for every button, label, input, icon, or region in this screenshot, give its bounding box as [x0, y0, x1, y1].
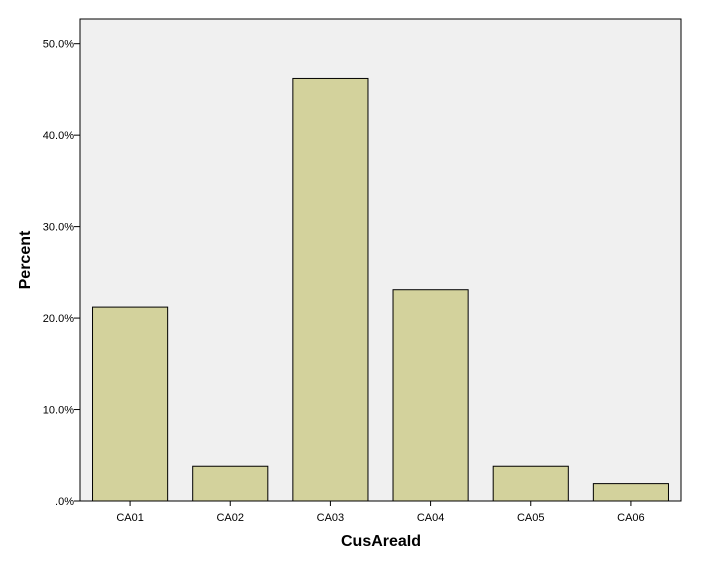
bar-ca04	[392, 289, 469, 502]
bar-ca03	[292, 77, 369, 502]
x-tick-label: CA01	[116, 512, 144, 524]
x-tick-label: CA03	[317, 512, 345, 524]
y-tick-label: 20.0%	[43, 313, 74, 325]
y-tick-label: 50.0%	[43, 39, 74, 51]
y-tick-label: 10.0%	[43, 405, 74, 417]
plot-area	[79, 18, 682, 502]
x-tick-label: CA04	[417, 512, 445, 524]
x-tick-label: CA02	[216, 512, 244, 524]
bar-ca05	[492, 465, 569, 502]
y-tick-label: 30.0%	[43, 222, 74, 234]
y-tick-label: 40.0%	[43, 130, 74, 142]
y-axis-ticks: .0% 10.0% 20.0% 30.0% 40.0% 50.0%	[43, 39, 80, 508]
y-tick-label: .0%	[55, 496, 74, 508]
bar-ca01	[92, 306, 169, 502]
bars-group	[92, 77, 669, 502]
x-axis-title: CusAreaId	[341, 533, 421, 550]
y-axis-title: Percent	[17, 230, 34, 289]
x-tick-label: CA05	[517, 512, 545, 524]
bar-ca06	[592, 483, 669, 502]
x-axis-ticks: CA01 CA02 CA03 CA04 CA05 CA06	[116, 501, 645, 524]
x-tick-label: CA06	[617, 512, 645, 524]
bar-ca02	[192, 465, 269, 502]
